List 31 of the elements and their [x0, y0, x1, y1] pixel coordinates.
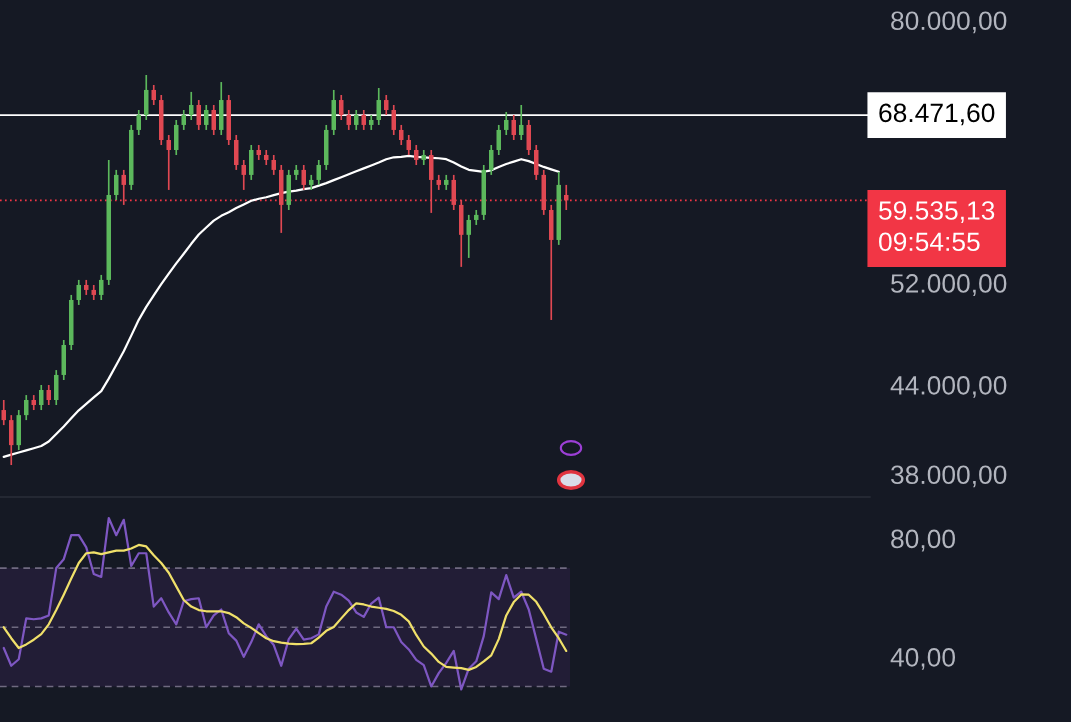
candlestick: [24, 394, 29, 421]
candlestick: [189, 91, 194, 121]
y-tick-label: 40,00: [890, 648, 955, 670]
line-series: [2, 516, 568, 691]
ref-line-label: 68.471,60: [879, 103, 995, 126]
candlestick: [114, 169, 119, 201]
candlestick: [316, 159, 321, 186]
ref-line-label: 59.535,13: [879, 201, 995, 223]
candlestick: [301, 164, 306, 191]
candlestick: [399, 124, 404, 146]
candlestick: [504, 111, 509, 136]
candlestick: [354, 109, 359, 131]
candlestick: [466, 214, 471, 259]
candlestick: [511, 114, 516, 141]
y-tick-label: 52.000,00: [891, 274, 1007, 296]
y-tick-label: 80.000,00: [891, 11, 1007, 34]
candlestick: [204, 104, 209, 131]
candlestick: [414, 144, 419, 166]
candlestick: [339, 94, 344, 121]
candlestick: [39, 384, 44, 411]
line-series: [2, 543, 568, 671]
y-tick-label: 80,00: [891, 529, 955, 552]
candlestick: [489, 144, 494, 176]
candlestick: [99, 274, 104, 301]
y-tick-label: 38.000,00: [891, 465, 1007, 488]
candlestick: [564, 184, 569, 211]
candlestick: [519, 104, 524, 141]
text: 09:54:55: [879, 232, 980, 252]
candlestick: [384, 94, 389, 116]
y-tick-label: 44.000,00: [890, 376, 1007, 398]
candlestick: [136, 109, 141, 136]
